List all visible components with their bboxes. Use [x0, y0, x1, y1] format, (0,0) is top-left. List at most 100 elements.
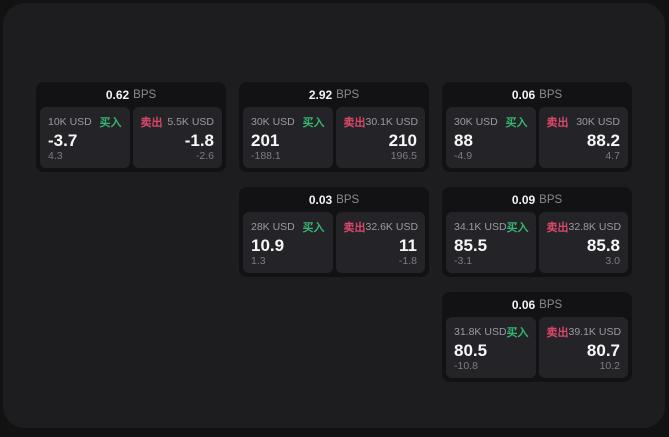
main-panel: 0.62 BPS 10K USD 买入 -3.7 4.3 卖出 5.5K USD…: [3, 3, 665, 428]
sell-change: 196.5: [390, 150, 417, 162]
sell-change: -2.6: [195, 150, 214, 162]
buy-side-label: 买入: [505, 117, 528, 129]
buy-price: 85.5: [454, 235, 488, 255]
buy-pane-top: 10K USD 买入: [48, 114, 122, 130]
buy-change: -188.1: [251, 150, 281, 162]
buy-change: 1.3: [251, 255, 266, 267]
quote-card: 0.06 BPS 30K USD 买入 88 -4.9 卖出 30K USD 8…: [442, 82, 632, 172]
quote-card: 0.06 BPS 31.8K USD 买入 80.5 -10.8 卖出 39.1…: [442, 292, 632, 382]
sell-pane-top: 卖出 32.6K USD: [343, 219, 419, 235]
buy-pane[interactable]: 10K USD 买入 -3.7 4.3: [40, 107, 130, 168]
buy-pane[interactable]: 30K USD 买入 88 -4.9: [446, 107, 536, 168]
bps-header: 0.09 BPS: [442, 187, 632, 212]
bps-header: 0.06 BPS: [442, 82, 632, 107]
bps-header: 0.62 BPS: [36, 82, 226, 107]
sell-pane[interactable]: 卖出 39.1K USD 80.7 10.2: [538, 317, 628, 378]
bps-unit-label: BPS: [133, 88, 157, 101]
bps-value: 0.03: [308, 192, 333, 207]
buy-pane-top: 34.1K USD 买入: [454, 219, 529, 235]
buy-pane[interactable]: 28K USD 买入 10.9 1.3: [243, 212, 333, 273]
sell-pane[interactable]: 卖出 32.8K USD 85.8 3.0: [538, 212, 628, 273]
sell-size: 32.6K USD: [365, 221, 419, 233]
buy-change: -10.8: [454, 360, 478, 372]
buy-price: 80.5: [454, 340, 488, 360]
sell-price: -1.8: [184, 130, 214, 150]
sell-price: 210: [388, 130, 417, 150]
bps-header: 0.06 BPS: [442, 292, 632, 317]
quote-card-body: 10K USD 买入 -3.7 4.3 卖出 5.5K USD -1.8 -2.…: [36, 107, 226, 172]
sell-pane[interactable]: 卖出 30K USD 88.2 4.7: [538, 107, 628, 168]
sell-price: 80.7: [586, 340, 620, 360]
buy-pane-top: 30K USD 买入: [454, 114, 528, 130]
sell-size: 5.5K USD: [167, 116, 214, 128]
sell-pane-top: 卖出 30K USD: [547, 114, 621, 130]
buy-size: 10K USD: [48, 116, 92, 128]
bps-header: 0.03 BPS: [239, 187, 429, 212]
buy-side-label: 买入: [302, 117, 325, 129]
sell-price: 88.2: [586, 130, 620, 150]
buy-change: -3.1: [454, 255, 473, 267]
buy-price: 201: [251, 130, 280, 150]
buy-size: 30K USD: [454, 116, 498, 128]
buy-side-label: 买入: [506, 222, 529, 234]
buy-pane[interactable]: 31.8K USD 买入 80.5 -10.8: [446, 317, 536, 378]
buy-size: 34.1K USD: [454, 221, 507, 233]
buy-side-label: 买入: [302, 222, 325, 234]
buy-price: -3.7: [48, 130, 78, 150]
sell-change: 3.0: [605, 255, 620, 267]
buy-price: 88: [454, 130, 473, 150]
buy-side-label: 买入: [99, 117, 122, 129]
quote-card: 0.09 BPS 34.1K USD 买入 85.5 -3.1 卖出 32.8K…: [442, 187, 632, 277]
bps-unit-label: BPS: [336, 88, 360, 101]
buy-pane-top: 28K USD 买入: [251, 219, 325, 235]
bps-header: 2.92 BPS: [239, 82, 429, 107]
buy-change: -4.9: [454, 150, 473, 162]
sell-pane-top: 卖出 5.5K USD: [141, 114, 215, 130]
sell-pane[interactable]: 卖出 30.1K USD 210 196.5: [335, 107, 425, 168]
bps-value: 0.09: [511, 192, 536, 207]
sell-change: 10.2: [599, 360, 620, 372]
buy-price: 10.9: [251, 235, 285, 255]
bps-unit-label: BPS: [539, 88, 563, 101]
sell-size: 30.1K USD: [365, 116, 419, 128]
sell-price: 11: [399, 235, 417, 255]
bps-value: 0.06: [511, 297, 536, 312]
sell-change: -1.8: [398, 255, 417, 267]
sell-price: 85.8: [586, 235, 620, 255]
sell-pane-top: 卖出 30.1K USD: [343, 114, 419, 130]
buy-pane-top: 31.8K USD 买入: [454, 324, 529, 340]
sell-size: 30K USD: [576, 116, 620, 128]
buy-pane[interactable]: 30K USD 买入 201 -188.1: [243, 107, 333, 168]
sell-pane[interactable]: 卖出 5.5K USD -1.8 -2.6: [132, 107, 222, 168]
sell-size: 32.8K USD: [568, 221, 622, 233]
quote-card-body: 30K USD 买入 88 -4.9 卖出 30K USD 88.2 4.7: [442, 107, 632, 172]
quote-card-body: 31.8K USD 买入 80.5 -10.8 卖出 39.1K USD 80.…: [442, 317, 632, 382]
buy-pane-top: 30K USD 买入: [251, 114, 325, 130]
bps-value: 2.92: [308, 87, 333, 102]
buy-pane[interactable]: 34.1K USD 买入 85.5 -3.1: [446, 212, 536, 273]
quote-card: 0.62 BPS 10K USD 买入 -3.7 4.3 卖出 5.5K USD…: [36, 82, 226, 172]
bps-unit-label: BPS: [539, 193, 563, 206]
sell-change: 4.7: [605, 150, 620, 162]
sell-side-label: 卖出: [343, 117, 366, 129]
buy-side-label: 买入: [506, 327, 529, 339]
sell-side-label: 卖出: [343, 222, 366, 234]
quote-card: 2.92 BPS 30K USD 买入 201 -188.1 卖出 30.1K …: [239, 82, 429, 172]
sell-side-label: 卖出: [546, 327, 569, 339]
quote-card-body: 34.1K USD 买入 85.5 -3.1 卖出 32.8K USD 85.8…: [442, 212, 632, 277]
bps-unit-label: BPS: [539, 298, 563, 311]
quote-card-body: 30K USD 买入 201 -188.1 卖出 30.1K USD 210 1…: [239, 107, 429, 172]
sell-side-label: 卖出: [546, 222, 569, 234]
buy-size: 30K USD: [251, 116, 295, 128]
sell-side-label: 卖出: [546, 117, 569, 129]
sell-size: 39.1K USD: [568, 326, 622, 338]
sell-pane-top: 卖出 32.8K USD: [546, 219, 622, 235]
sell-side-label: 卖出: [140, 117, 163, 129]
sell-pane[interactable]: 卖出 32.6K USD 11 -1.8: [335, 212, 425, 273]
buy-size: 28K USD: [251, 221, 295, 233]
buy-size: 31.8K USD: [454, 326, 507, 338]
bps-value: 0.62: [105, 87, 130, 102]
bps-value: 0.06: [511, 87, 536, 102]
quote-card: 0.03 BPS 28K USD 买入 10.9 1.3 卖出 32.6K US…: [239, 187, 429, 277]
buy-change: 4.3: [48, 150, 63, 162]
